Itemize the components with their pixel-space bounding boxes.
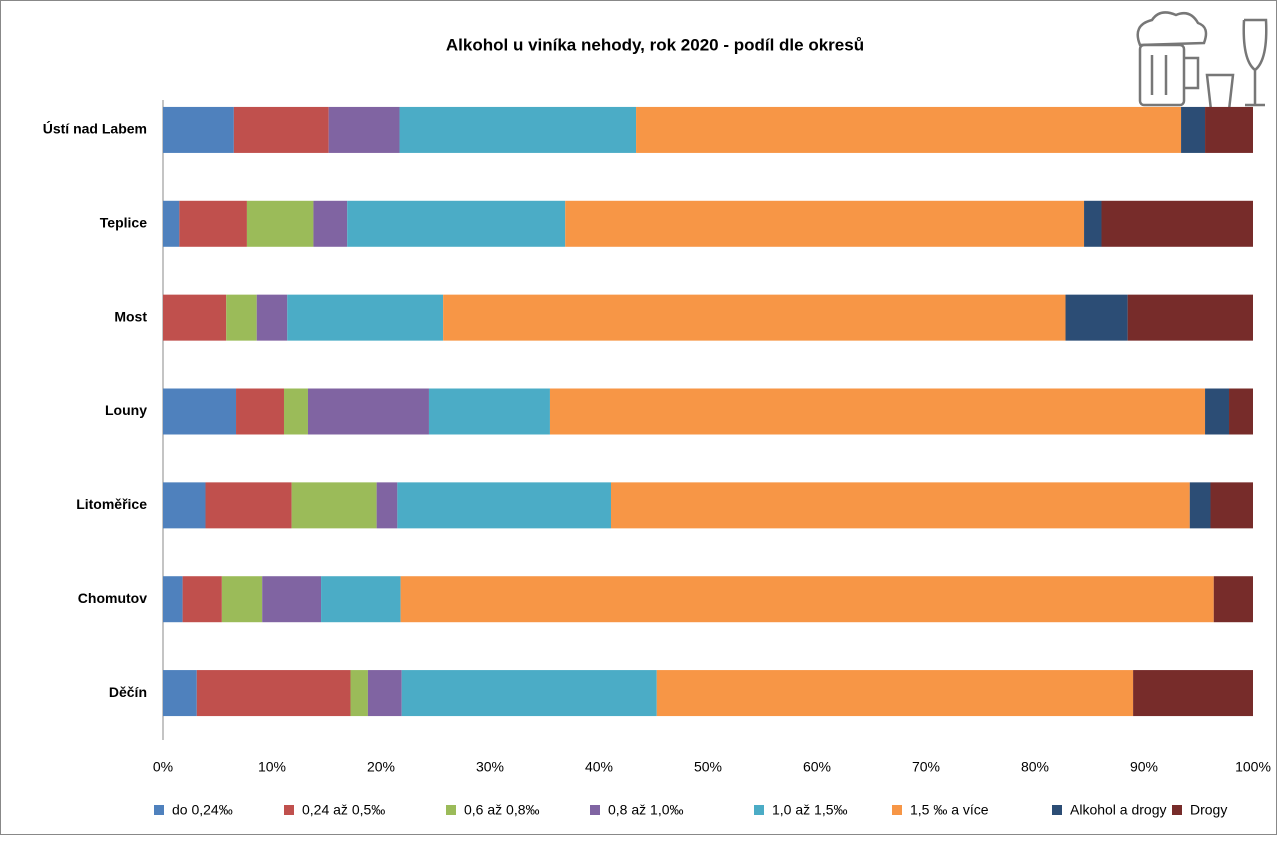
bar-segment [350,670,367,716]
y-tick-label: Teplice [100,214,147,230]
bar-segment [163,576,183,622]
bar-segment [163,201,179,247]
legend-label: 0,24 až 0,5‰ [302,802,385,818]
bar-segment [402,670,657,716]
bar-segment [163,670,197,716]
chart-title: Alkohol u viníka nehody, rok 2020 - podí… [446,35,864,54]
legend-swatch [892,805,902,815]
bar-segment [401,576,1214,622]
y-tick-label: Ústí nad Labem [43,120,147,137]
bar-segment [236,389,284,435]
x-tick-label: 60% [803,759,831,775]
bar-segment [1205,389,1229,435]
legend-label: 1,5 ‰ a více [910,802,989,818]
bar-segment [206,482,292,528]
bar-segment [1133,670,1253,716]
bar-segment [1084,201,1101,247]
bar-segment [257,295,288,341]
legend-label: 0,8 až 1,0‰ [608,802,684,818]
y-tick-label: Louny [105,402,147,418]
bar-segment [443,295,1065,341]
x-tick-label: 90% [1130,759,1158,775]
legend-swatch [1172,805,1182,815]
bar-segment [1101,201,1253,247]
bar-segment [292,482,377,528]
bar-segment [197,670,351,716]
y-tick-label: Děčín [109,684,147,700]
y-tick-label: Chomutov [78,590,147,606]
legend-label: 1,0 až 1,5‰ [772,802,848,818]
chart: Alkohol u viníka nehody, rok 2020 - podí… [0,0,1278,836]
legend-label: do 0,24‰ [172,802,233,818]
bar-segment [247,201,313,247]
bar-segment [313,201,347,247]
bar-segment [179,201,247,247]
bar-segment [183,576,222,622]
legend-swatch [446,805,456,815]
x-tick-label: 0% [153,759,173,775]
bar-segment [163,295,226,341]
x-tick-label: 80% [1021,759,1049,775]
bar-segment [284,389,308,435]
bar-segment [1190,482,1211,528]
x-tick-label: 50% [694,759,722,775]
y-tick-label: Most [114,308,147,324]
bar-segment [329,107,400,153]
bar-segment [163,107,234,153]
legend-swatch [754,805,764,815]
bar-segment [657,670,1133,716]
bar-segment [321,576,401,622]
legend-label: 0,6 až 0,8‰ [464,802,540,818]
legend-swatch [284,805,294,815]
y-tick-label: Litoměřice [76,496,147,512]
bar-segment [1205,107,1253,153]
bar-segment [550,389,1205,435]
bar-segment [429,389,550,435]
bar-segment [611,482,1190,528]
x-tick-label: 30% [476,759,504,775]
x-tick-label: 70% [912,759,940,775]
bar-segment [400,107,637,153]
x-tick-label: 20% [367,759,395,775]
bar-segment [1229,389,1253,435]
bar-segment [377,482,398,528]
legend-swatch [590,805,600,815]
bar-segment [1128,295,1253,341]
bar-segment [262,576,321,622]
bar-segment [565,201,1084,247]
bar-segment [1181,107,1205,153]
bar-segment [368,670,402,716]
bar-segment [636,107,1181,153]
bar-segment [163,389,236,435]
bar-segment [1214,576,1253,622]
bar-segment [308,389,429,435]
x-tick-label: 40% [585,759,613,775]
x-tick-label: 10% [258,759,286,775]
bar-segment [226,295,257,341]
bar-segment [347,201,565,247]
bar-segment [163,482,206,528]
bar-segment [222,576,262,622]
bar-segment [1210,482,1253,528]
bar-segment [287,295,443,341]
legend-swatch [1052,805,1062,815]
legend-swatch [154,805,164,815]
legend-label: Drogy [1190,802,1227,818]
legend-label: Alkohol a drogy [1070,802,1167,818]
bar-segment [1066,295,1128,341]
x-tick-label: 100% [1235,759,1271,775]
bar-segment [234,107,329,153]
bar-segment [397,482,611,528]
